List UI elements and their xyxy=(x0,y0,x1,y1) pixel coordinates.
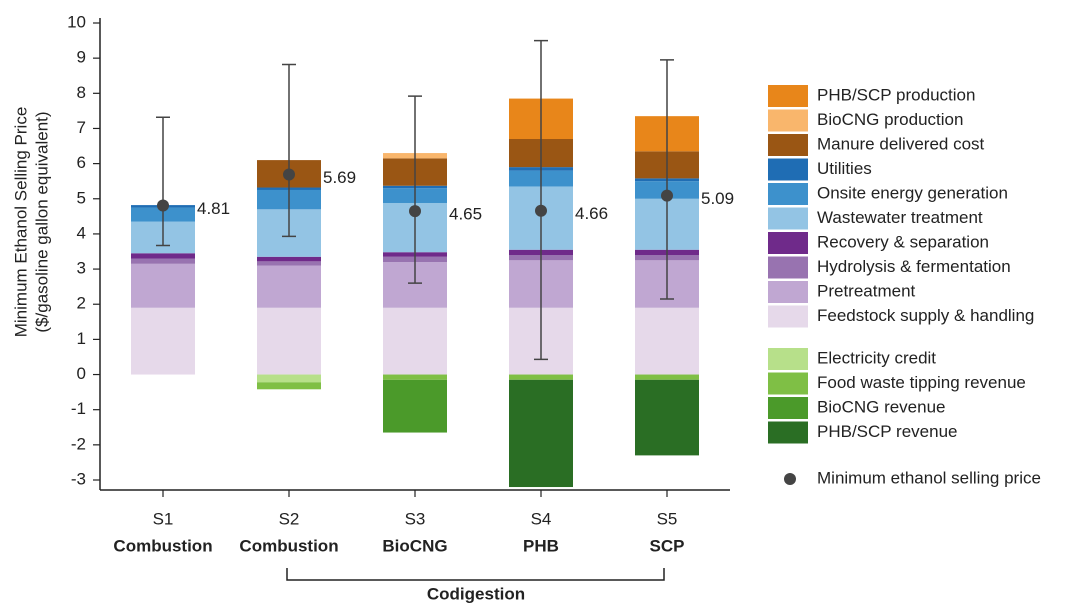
legend-swatch xyxy=(768,232,808,254)
y-tick-label: 1 xyxy=(77,329,86,348)
y-tick-label: 9 xyxy=(77,48,86,67)
x-tick-label: S1 xyxy=(153,509,174,528)
mesp-point xyxy=(409,205,421,218)
value-label: 4.81 xyxy=(197,199,230,218)
legend-swatch xyxy=(768,256,808,279)
y-tick-label: 6 xyxy=(77,153,86,172)
x-tick-label: S4 xyxy=(531,509,552,528)
legend-label: Minimum ethanol selling price xyxy=(817,468,1041,487)
bar-segment xyxy=(131,263,195,308)
group-bracket xyxy=(286,568,665,581)
bar-segment xyxy=(131,253,195,259)
bar-segment xyxy=(509,379,573,488)
bar-segment xyxy=(635,379,699,456)
scenario-label: SCP xyxy=(650,536,685,555)
legend-label: BioCNG revenue xyxy=(817,397,946,416)
legend-label: Feedstock supply & handling xyxy=(817,306,1034,325)
legend-swatch xyxy=(768,158,808,181)
legend-swatch xyxy=(768,109,808,132)
x-tick-label: S5 xyxy=(657,509,678,528)
legend-swatch xyxy=(768,85,808,107)
bar-segment xyxy=(131,307,195,375)
error-bar xyxy=(660,59,674,300)
y-tick-label: -2 xyxy=(71,434,86,453)
legend-label: Wastewater treatment xyxy=(817,208,983,227)
value-label: 4.66 xyxy=(575,204,608,223)
group-label: Codigestion xyxy=(427,584,525,603)
bar-segment xyxy=(257,382,321,390)
legend-swatch xyxy=(768,421,808,444)
y-axis-label: ($/gasoline gallon equivalent) xyxy=(32,111,51,332)
y-tick-label: 3 xyxy=(77,259,86,278)
y-tick-label: 10 xyxy=(67,12,86,31)
bar-segment xyxy=(383,307,447,375)
mesp-point xyxy=(535,204,547,217)
x-tick-label: S3 xyxy=(405,509,426,528)
legend-swatch xyxy=(768,134,808,156)
mesp-point xyxy=(661,189,673,202)
legend-swatch xyxy=(768,348,808,370)
legend-swatch xyxy=(768,372,808,395)
legend-label: Food waste tipping revenue xyxy=(817,373,1026,392)
legend-swatch xyxy=(768,397,808,419)
scenario-label: PHB xyxy=(523,536,559,555)
error-bar xyxy=(408,95,422,284)
scenario-label: Combustion xyxy=(239,536,338,555)
legend-label: Electricity credit xyxy=(817,348,936,367)
legend-swatch xyxy=(768,281,808,303)
y-tick-label: 0 xyxy=(77,364,86,383)
bar-segment xyxy=(257,307,321,375)
legend-label: PHB/SCP revenue xyxy=(817,422,957,441)
error-bar xyxy=(282,63,296,238)
error-bar xyxy=(156,116,170,247)
bar-segment xyxy=(257,261,321,266)
mesp-point xyxy=(157,199,169,212)
bar-segment xyxy=(635,307,699,375)
x-tick-label: S2 xyxy=(279,509,300,528)
bar-segment xyxy=(383,379,447,433)
value-label: 5.69 xyxy=(323,168,356,187)
y-tick-label: 2 xyxy=(77,294,86,313)
error-bar xyxy=(534,39,548,361)
legend-swatch xyxy=(768,183,808,205)
y-tick-label: 8 xyxy=(77,83,86,102)
bar-segment xyxy=(257,265,321,308)
legend-swatch xyxy=(768,305,808,328)
y-tick-label: 4 xyxy=(77,223,86,242)
value-label: 4.65 xyxy=(449,205,482,224)
legend-label: Manure delivered cost xyxy=(817,134,985,153)
legend-label: Onsite energy generation xyxy=(817,183,1008,202)
value-label: 5.09 xyxy=(701,189,734,208)
legend-label: Hydrolysis & fermentation xyxy=(817,257,1011,276)
legend-label: Recovery & separation xyxy=(817,232,989,251)
legend-label: Utilities xyxy=(817,159,872,178)
legend-label: BioCNG production xyxy=(817,110,963,129)
bar-segment xyxy=(383,374,447,380)
y-axis-label: Minimum Ethanol Selling Price xyxy=(11,107,30,338)
legend-marker xyxy=(784,473,796,485)
mesp-point xyxy=(283,168,295,181)
bar-segment xyxy=(257,374,321,383)
legend-label: PHB/SCP production xyxy=(817,85,975,104)
scenario-label: Combustion xyxy=(113,536,212,555)
y-tick-label: -3 xyxy=(71,469,86,488)
bar-segment xyxy=(509,374,573,380)
bar-segment xyxy=(635,374,699,380)
y-tick-label: 5 xyxy=(77,188,86,207)
legend-label: Pretreatment xyxy=(817,281,916,300)
legend-swatch xyxy=(768,207,808,230)
bar-segment xyxy=(257,256,321,262)
y-tick-label: -1 xyxy=(71,399,86,418)
scenario-label: BioCNG xyxy=(382,536,447,555)
bar-segment xyxy=(131,258,195,264)
y-tick-label: 7 xyxy=(77,118,86,137)
